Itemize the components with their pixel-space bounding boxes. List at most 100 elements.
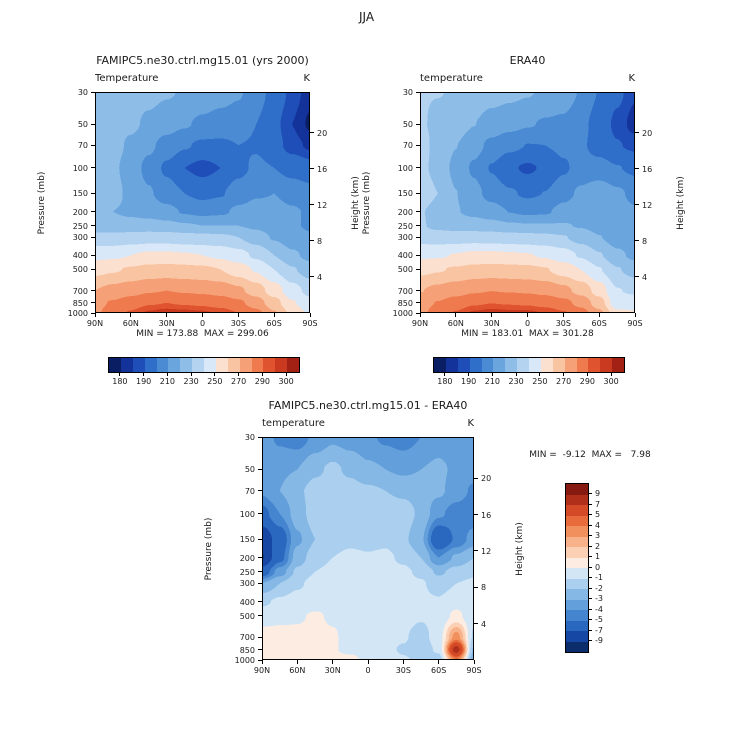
colorbar-band (566, 557, 588, 568)
figure-title: JJA (358, 10, 375, 24)
pressure-tick (258, 513, 262, 515)
pressure-tick-label: 50 (402, 120, 413, 130)
pressure-tick-label: 700 (397, 286, 413, 296)
colorbar-label: 180 (112, 377, 128, 386)
pressure-tick (258, 538, 262, 540)
colorbar-band (540, 358, 553, 372)
pressure-tick-label: 70 (77, 141, 88, 151)
latitude-tick-label: 90S (627, 319, 643, 328)
colorbar-band (566, 494, 588, 505)
latitude-tick (332, 660, 334, 664)
colorbar-band (144, 358, 157, 372)
colorbar-label: 1 (595, 552, 601, 561)
pressure-tick-label: 30 (402, 88, 413, 97)
colorbar-band (566, 578, 588, 589)
colorbar-tick (589, 598, 592, 599)
latitude-tick (94, 313, 96, 317)
pressure-tick (258, 636, 262, 638)
colorbar-band (287, 358, 299, 372)
colorbar-label: -7 (595, 625, 603, 635)
latitude-tick-label: 90N (411, 319, 429, 328)
colorbar-band (180, 358, 193, 372)
pressure-tick-label: 250 (239, 567, 255, 577)
unit-label: K (303, 73, 310, 84)
pressure-tick-label: 500 (72, 265, 88, 275)
colorbar-tick (214, 373, 216, 376)
colorbar-label: 190 (460, 377, 477, 386)
pressure-tick (416, 290, 420, 292)
latitude-tick-label: 30N (158, 319, 175, 328)
height-tick-label: 12 (317, 200, 328, 210)
colorbar-label: 7 (595, 499, 601, 509)
colorbar-band (566, 641, 588, 652)
colorbar (565, 483, 589, 653)
pressure-axis-label: Pressure (mb) (203, 517, 214, 580)
pressure-tick-label: 700 (72, 286, 88, 296)
pressure-tick-label: 50 (244, 465, 255, 475)
colorbar-band (566, 610, 588, 621)
colorbar-band (566, 620, 588, 631)
colorbar-band (493, 358, 506, 372)
latitude-tick-label: 30S (555, 319, 571, 328)
pressure-tick-label: 150 (397, 189, 413, 199)
contour-field-canvas (262, 437, 474, 660)
height-tick (310, 132, 314, 134)
colorbar-label: 230 (183, 377, 199, 386)
latitude-tick (309, 313, 311, 317)
height-tick (474, 550, 478, 552)
colorbar-label: 9 (595, 489, 601, 498)
height-tick-label: 16 (481, 510, 492, 520)
colorbar-tick (610, 373, 612, 376)
pressure-tick-label: 150 (239, 535, 255, 545)
colorbar-tick (589, 514, 592, 515)
colorbar-band (566, 568, 588, 579)
pressure-tick (258, 582, 262, 584)
colorbar-label: 300 (603, 377, 619, 386)
height-tick-label: 8 (481, 583, 487, 593)
colorbar-band (204, 358, 216, 372)
colorbar-label: 270 (230, 377, 247, 386)
height-tick (474, 514, 478, 516)
colorbar-label: 5 (595, 510, 601, 519)
colorbar-tick (491, 373, 493, 376)
colorbar-band (168, 358, 181, 372)
latitude-tick (634, 313, 636, 317)
colorbar-tick (589, 524, 592, 526)
latitude-tick-label: 60S (266, 319, 282, 328)
pressure-tick-label: 70 (402, 141, 413, 151)
latitude-tick (491, 313, 493, 317)
colorbar-tick (563, 373, 565, 376)
pressure-tick (416, 268, 420, 270)
pressure-tick-label: 300 (239, 579, 255, 589)
colorbar-tick (589, 556, 592, 557)
pressure-tick-label: 200 (397, 207, 413, 217)
pressure-tick (91, 211, 95, 213)
height-tick-label: 16 (642, 164, 653, 174)
latitude-tick-label: 90N (253, 666, 271, 675)
field-label: temperature (262, 418, 325, 429)
contour-field-canvas (95, 92, 310, 313)
colorbar-tick (261, 373, 263, 376)
pressure-tick-label: 1000 (234, 656, 255, 665)
pressure-tick (91, 302, 95, 304)
colorbar-label: 190 (135, 377, 152, 386)
colorbar-band (566, 526, 588, 537)
height-tick (474, 477, 478, 479)
pressure-tick (416, 91, 420, 93)
colorbar-tick (166, 373, 168, 376)
colorbar-band (251, 358, 264, 372)
colorbar-tick (589, 608, 592, 610)
colorbar-band (588, 358, 601, 372)
pressure-tick (91, 236, 95, 238)
colorbar-band (469, 358, 482, 372)
colorbar-band (600, 358, 613, 372)
pressure-tick-label: 500 (397, 265, 413, 275)
latitude-tick-label: 0 (524, 319, 531, 328)
colorbar-label: 3 (595, 531, 601, 540)
pressure-tick (416, 144, 420, 146)
latitude-tick-label: 30S (230, 319, 246, 328)
colorbar-band (576, 358, 589, 372)
pressure-tick-label: 850 (239, 645, 255, 655)
pressure-tick-label: 70 (244, 486, 255, 496)
pressure-tick (258, 601, 262, 603)
